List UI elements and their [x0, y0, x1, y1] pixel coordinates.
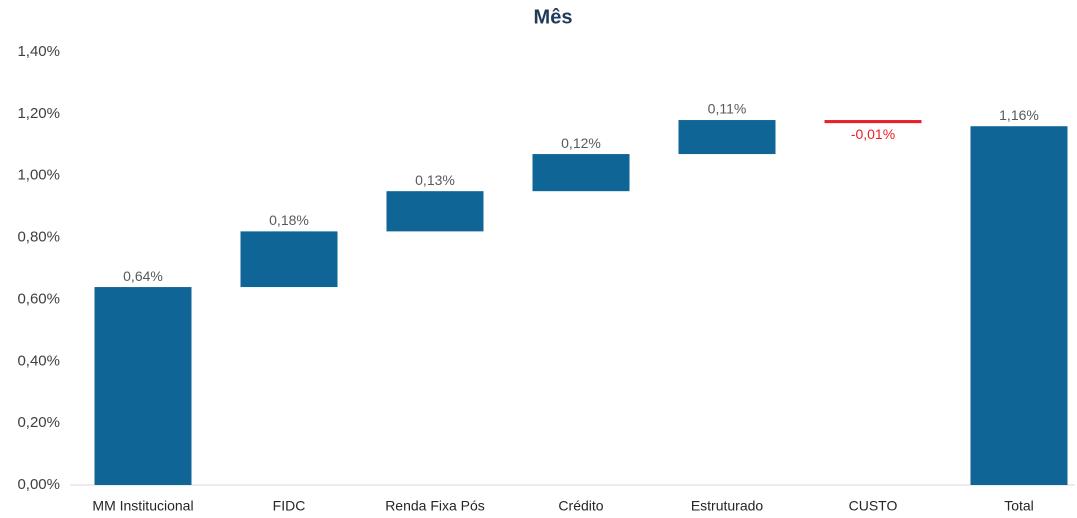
bar: [678, 120, 776, 155]
bar: [94, 287, 192, 485]
y-tick-label: 0,20%: [17, 414, 60, 431]
value-label: 0,13%: [415, 172, 455, 188]
y-tick-label: 1,40%: [17, 43, 60, 60]
x-tick-label: FIDC: [273, 498, 306, 514]
x-tick-label: Estruturado: [691, 498, 764, 514]
y-tick-label: 0,80%: [17, 229, 60, 246]
value-label: -0,01%: [851, 126, 895, 142]
bar: [970, 126, 1068, 485]
x-tick-label: CUSTO: [849, 498, 898, 514]
x-tick-label: Total: [1004, 498, 1034, 514]
bar: [386, 191, 484, 232]
x-tick-label: MM Institucional: [92, 498, 193, 514]
bar: [532, 154, 630, 192]
x-tick-label: Renda Fixa Pós: [385, 498, 485, 514]
value-label: 0,18%: [269, 212, 309, 228]
y-tick-label: 1,20%: [17, 105, 60, 122]
x-tick-label: Crédito: [558, 498, 603, 514]
y-tick-label: 1,00%: [17, 167, 60, 184]
value-label: 0,64%: [123, 268, 163, 284]
bar: [824, 120, 922, 124]
value-label: 0,11%: [708, 101, 747, 117]
value-label: 0,12%: [561, 135, 601, 151]
y-tick-label: 0,00%: [17, 476, 60, 493]
y-tick-label: 0,40%: [17, 352, 60, 369]
bar: [240, 231, 338, 288]
chart-title: Mês: [534, 6, 573, 28]
y-tick-label: 0,60%: [17, 290, 60, 307]
value-label: 1,16%: [999, 107, 1039, 123]
